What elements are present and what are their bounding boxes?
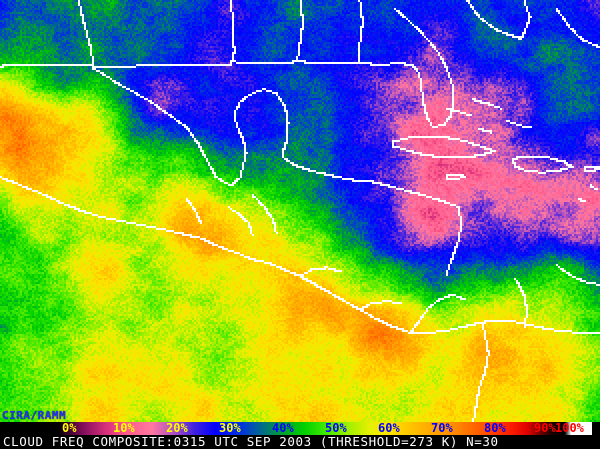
colorbar-tick-50: 50% [325,421,347,435]
colorbar-tick-20: 20% [166,421,188,435]
colorbar-gradient [58,422,592,435]
colorbar-tick-10: 10% [113,421,135,435]
cloud-frequency-heatmap [0,0,600,422]
colorbar-tick-0: 0% [62,421,77,435]
colorbar-canvas [58,422,592,435]
colorbar-tick-40: 40% [272,421,294,435]
cira-ramm-credit: CIRA/RAMM [2,409,67,422]
colorbar-tick-100: 100% [555,421,584,435]
colorbar-tick-30: 30% [219,421,241,435]
colorbar-tick-60: 60% [378,421,400,435]
colorbar-tick-70: 70% [431,421,453,435]
colorbar-tick-80: 80% [484,421,506,435]
colorbar-tick-90: 90% [534,421,556,435]
satellite-raster [0,0,600,422]
caption-text: CLOUD FREQ COMPOSITE:0315 UTC SEP 2003 (… [0,435,600,449]
colorbar: 0% 10% 20% 30% 40% 50% 60% 70% 80% 90% 100% [0,422,600,435]
